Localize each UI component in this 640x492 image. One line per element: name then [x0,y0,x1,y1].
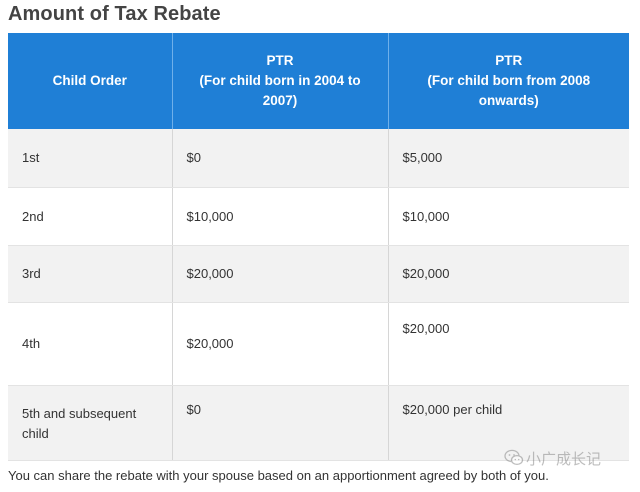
cell-child-order: 4th [8,302,173,386]
cell-ptr-2008: $20,000 [388,245,629,303]
table-row: 3rd $20,000 $20,000 [8,245,629,303]
cell-ptr-2004: $20,000 [172,245,389,303]
cell-child-order: 1st [8,129,173,188]
cell-ptr-2004: $20,000 [172,302,389,386]
tax-rebate-table: Child Order PTR (For child born in 2004 … [8,33,629,461]
cell-ptr-2004: $0 [172,385,389,461]
table-body: 1st $0 $5,000 2nd $10,000 $10,000 3rd $2… [8,129,629,461]
table-header: Child Order PTR (For child born in 2004 … [8,33,629,129]
header-ptr-2008-line2: (For child born from 2008 [427,73,591,88]
table-row: 1st $0 $5,000 [8,129,629,188]
cell-ptr-2004: $10,000 [172,187,389,246]
cell-ptr-2008: $20,000 per child [388,385,629,461]
cell-ptr-2008: $20,000 [388,302,629,386]
table-row: 4th $20,000 $20,000 [8,302,629,386]
header-child-order: Child Order [8,33,173,129]
header-ptr-2008: PTR (For child born from 2008 onwards) [388,33,629,129]
cell-child-order-line2: child [22,425,49,441]
wechat-logo-icon [504,449,524,467]
header-ptr-2004: PTR (For child born in 2004 to 2007) [172,33,389,129]
cell-child-order: 2nd [8,187,173,246]
footnote: You can share the rebate with your spous… [8,468,549,483]
table-row: 5th and subsequent child $0 $20,000 per … [8,385,629,461]
header-child-order-label: Child Order [52,73,127,88]
page-title: Amount of Tax Rebate [8,3,221,25]
cell-child-order-line1: 5th and subsequent [22,405,137,421]
header-ptr-2004-line1: PTR [266,53,294,68]
header-row: Child Order PTR (For child born in 2004 … [8,33,629,129]
table-row: 2nd $10,000 $10,000 [8,187,629,246]
header-ptr-2004-line2: (For child born in 2004 to [199,73,361,88]
cell-ptr-2004: $0 [172,129,389,188]
cell-ptr-2008: $10,000 [388,187,629,246]
header-ptr-2008-line1: PTR [495,53,523,68]
cell-ptr-2008: $5,000 [388,129,629,188]
watermark-text: 小广成长记 [526,450,602,468]
cell-child-order: 3rd [8,245,173,303]
cell-child-order: 5th and subsequent child [8,385,173,461]
header-ptr-2008-line3: onwards) [478,93,539,108]
header-ptr-2004-line3: 2007) [262,93,298,108]
watermark: 小广成长记 [504,447,634,469]
